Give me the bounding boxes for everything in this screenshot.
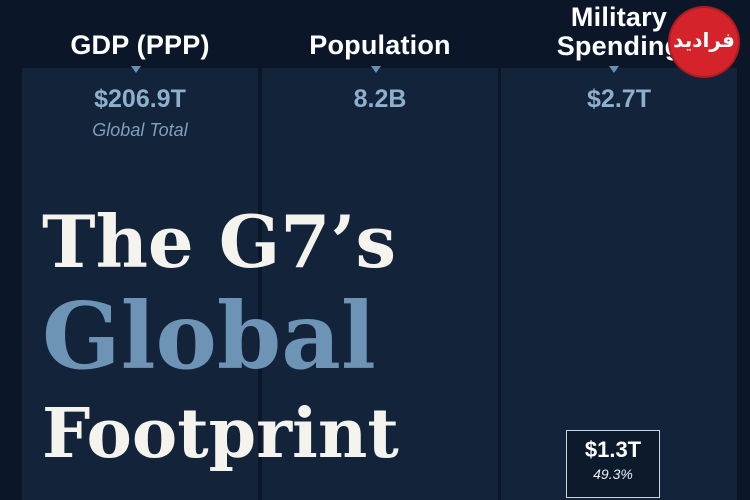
title-line-2: Global bbox=[42, 282, 376, 390]
military-column bbox=[501, 68, 737, 500]
military-global-value: $2.7T bbox=[587, 85, 651, 113]
g7-military-callout: $1.3T 49.3% bbox=[566, 430, 660, 498]
military-header-line2: Spending bbox=[556, 31, 682, 61]
military-arrow-icon bbox=[609, 66, 619, 73]
population-header: Population bbox=[309, 30, 451, 60]
gdp-header: GDP (PPP) bbox=[70, 30, 210, 60]
g7-military-value: $1.3T bbox=[584, 437, 642, 462]
title-line-3: Footprint bbox=[42, 394, 399, 474]
g7-military-share: 49.3% bbox=[593, 466, 633, 482]
military-header-line1: Military bbox=[570, 2, 668, 32]
population-arrow-icon bbox=[371, 66, 381, 73]
military-header: Military Spending bbox=[501, 3, 737, 61]
gdp-global-value: $206.9T bbox=[94, 85, 186, 113]
population-global-value: 8.2B bbox=[353, 85, 407, 113]
gdp-arrow-icon bbox=[131, 66, 141, 73]
title-line-1: The G7’s bbox=[42, 199, 396, 284]
gdp-column bbox=[22, 68, 258, 500]
watermark-logo-text: فرادید bbox=[673, 28, 735, 52]
population-column bbox=[262, 68, 498, 500]
gdp-global-note: Global Total bbox=[92, 120, 188, 140]
watermark-logo: فرادید bbox=[670, 8, 738, 76]
